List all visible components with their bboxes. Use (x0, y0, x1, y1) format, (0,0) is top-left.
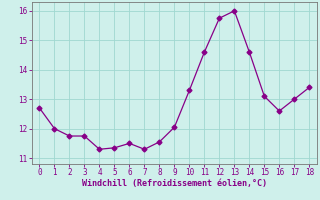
X-axis label: Windchill (Refroidissement éolien,°C): Windchill (Refroidissement éolien,°C) (82, 179, 267, 188)
